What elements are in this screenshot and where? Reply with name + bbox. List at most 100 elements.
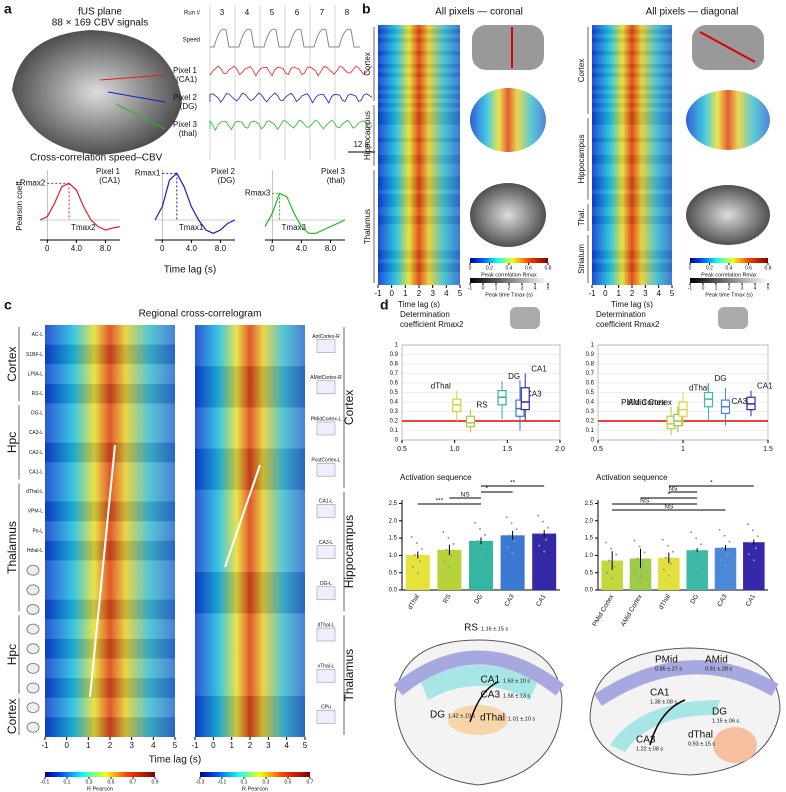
region-time: 1.58 ±.13 s [503,693,530,699]
heatmap-row-shade [592,220,672,225]
heatmap-row-shade [378,42,460,47]
sample-dot [605,541,608,544]
x-axis-label: Time lag (s) [611,300,653,309]
sample-dot [662,568,665,571]
colorbar-tick-label: -1 [468,285,473,291]
bar [500,535,525,590]
sample-dot [540,532,543,535]
box-label: dThal [689,384,709,393]
x-tick-label: 4.0 [296,244,308,253]
colorbar-label: Peak time Tmax (s) [705,292,753,298]
region-time: 1.22 ±.08 s [636,746,663,752]
x-axis-label: Time lag (s) [398,300,440,309]
y-tick-label: 0.0 [585,588,594,594]
y-tick-label: 0.0 [389,588,398,594]
sample-dot [452,542,455,545]
heatmap-row-shade [378,98,460,103]
cbv-trace [209,65,373,77]
heatmap-row-shade [378,272,460,277]
sample-dot [510,522,513,525]
row-icon [316,710,336,724]
heatmap-row-shade [592,72,672,77]
sample-dot [443,560,446,563]
colorbar-tick-label: 0 [469,265,472,271]
heatmap-row-shade [378,68,460,73]
heatmap-row-shade [592,107,672,112]
sample-dot [505,516,508,519]
annotation: Tmax3 [282,223,307,232]
group-label: Cortex [342,390,356,425]
heatmap-row-shade [592,25,672,30]
x-tick-label: 1 [616,289,621,298]
heatmap-row-shade [45,364,175,384]
label: fUS plane [78,7,122,18]
heatmap-row-shade [378,163,460,168]
annotation: Rmax2 [20,178,46,187]
sample-dot [638,545,641,548]
heatmap-row-shade [592,64,672,69]
label: Speed [183,38,200,44]
label: Time lag (s) [164,265,216,276]
colorbar-tick-label: 0.6 [525,265,532,271]
x-tick-label: 1 [403,289,408,298]
cc-line [264,192,346,234]
x-tick-label: 1.5 [763,446,773,453]
sample-dot [538,544,541,547]
chart-title: Activation sequence [400,473,472,482]
heatmap-row-shade [378,94,460,99]
box [520,387,530,411]
significance-label: * [668,492,671,499]
sample-dot [608,559,611,562]
sample-dot [508,534,511,537]
heatmap-row-shade [378,276,460,281]
x-tick-label: 8.0 [325,244,337,253]
colorbar-tick-label: 0.5 [285,779,292,785]
heatmap-row-shade [378,159,460,164]
colorbar-tick-label: 0.8 [765,265,772,271]
row-icon [26,721,40,733]
colorbar-tick-label: 3 [521,285,524,291]
heatmap-row-shade [378,107,460,112]
significance-label: NS [640,498,650,505]
colorbar-label: Peak correlation Rmax [481,272,537,278]
heatmap-row-shade [592,98,672,103]
heatmap-row-shade [592,254,672,259]
y-tick-label: 0.5 [390,390,399,396]
heatmap [195,325,305,737]
heatmap-row-shade [378,263,460,268]
x-tick-label: 2.0 [555,446,565,453]
y-tick-label: 1.0 [585,553,594,559]
heatmap-row-shade [378,120,460,125]
sample-dot [474,521,476,524]
sample-dot [479,527,481,530]
label: Pixel 2 [173,93,198,102]
region-label: RS [464,623,478,634]
heatmap-row-shade [592,233,672,238]
label: 88 × 169 CBV signals [52,18,148,29]
speed-trace [235,28,260,48]
y-tick-label: 1 [395,343,399,349]
series-name: Pixel 2 [211,167,236,176]
run-number: 5 [270,8,275,17]
region-time: 1.42 ±.10 s [448,713,475,719]
run-number: 4 [245,8,250,17]
heatmap-row-shade [378,250,460,255]
x-tick-label: dThal [658,593,672,611]
label: (DG) [180,102,198,111]
row-label: CA1-L [29,469,43,475]
chart-title: coefficient Rmax2 [400,320,464,329]
colorbar-tick-label: 0.5 [108,779,115,785]
sample-dot [643,551,646,554]
cbv-trace [209,92,373,104]
sample-dot [693,549,696,552]
significance-label: * [710,480,713,487]
x-tick-label: DG [473,593,484,605]
heatmap-row-shade [378,46,460,51]
box-label: DG [508,372,520,381]
heatmap-row-shade [592,129,672,134]
region-label: dThal [480,713,505,724]
sample-dot [545,538,548,541]
box [465,415,476,428]
row-label: PMidCortex-L [311,416,342,422]
x-tick-label: 4.0 [71,244,83,253]
